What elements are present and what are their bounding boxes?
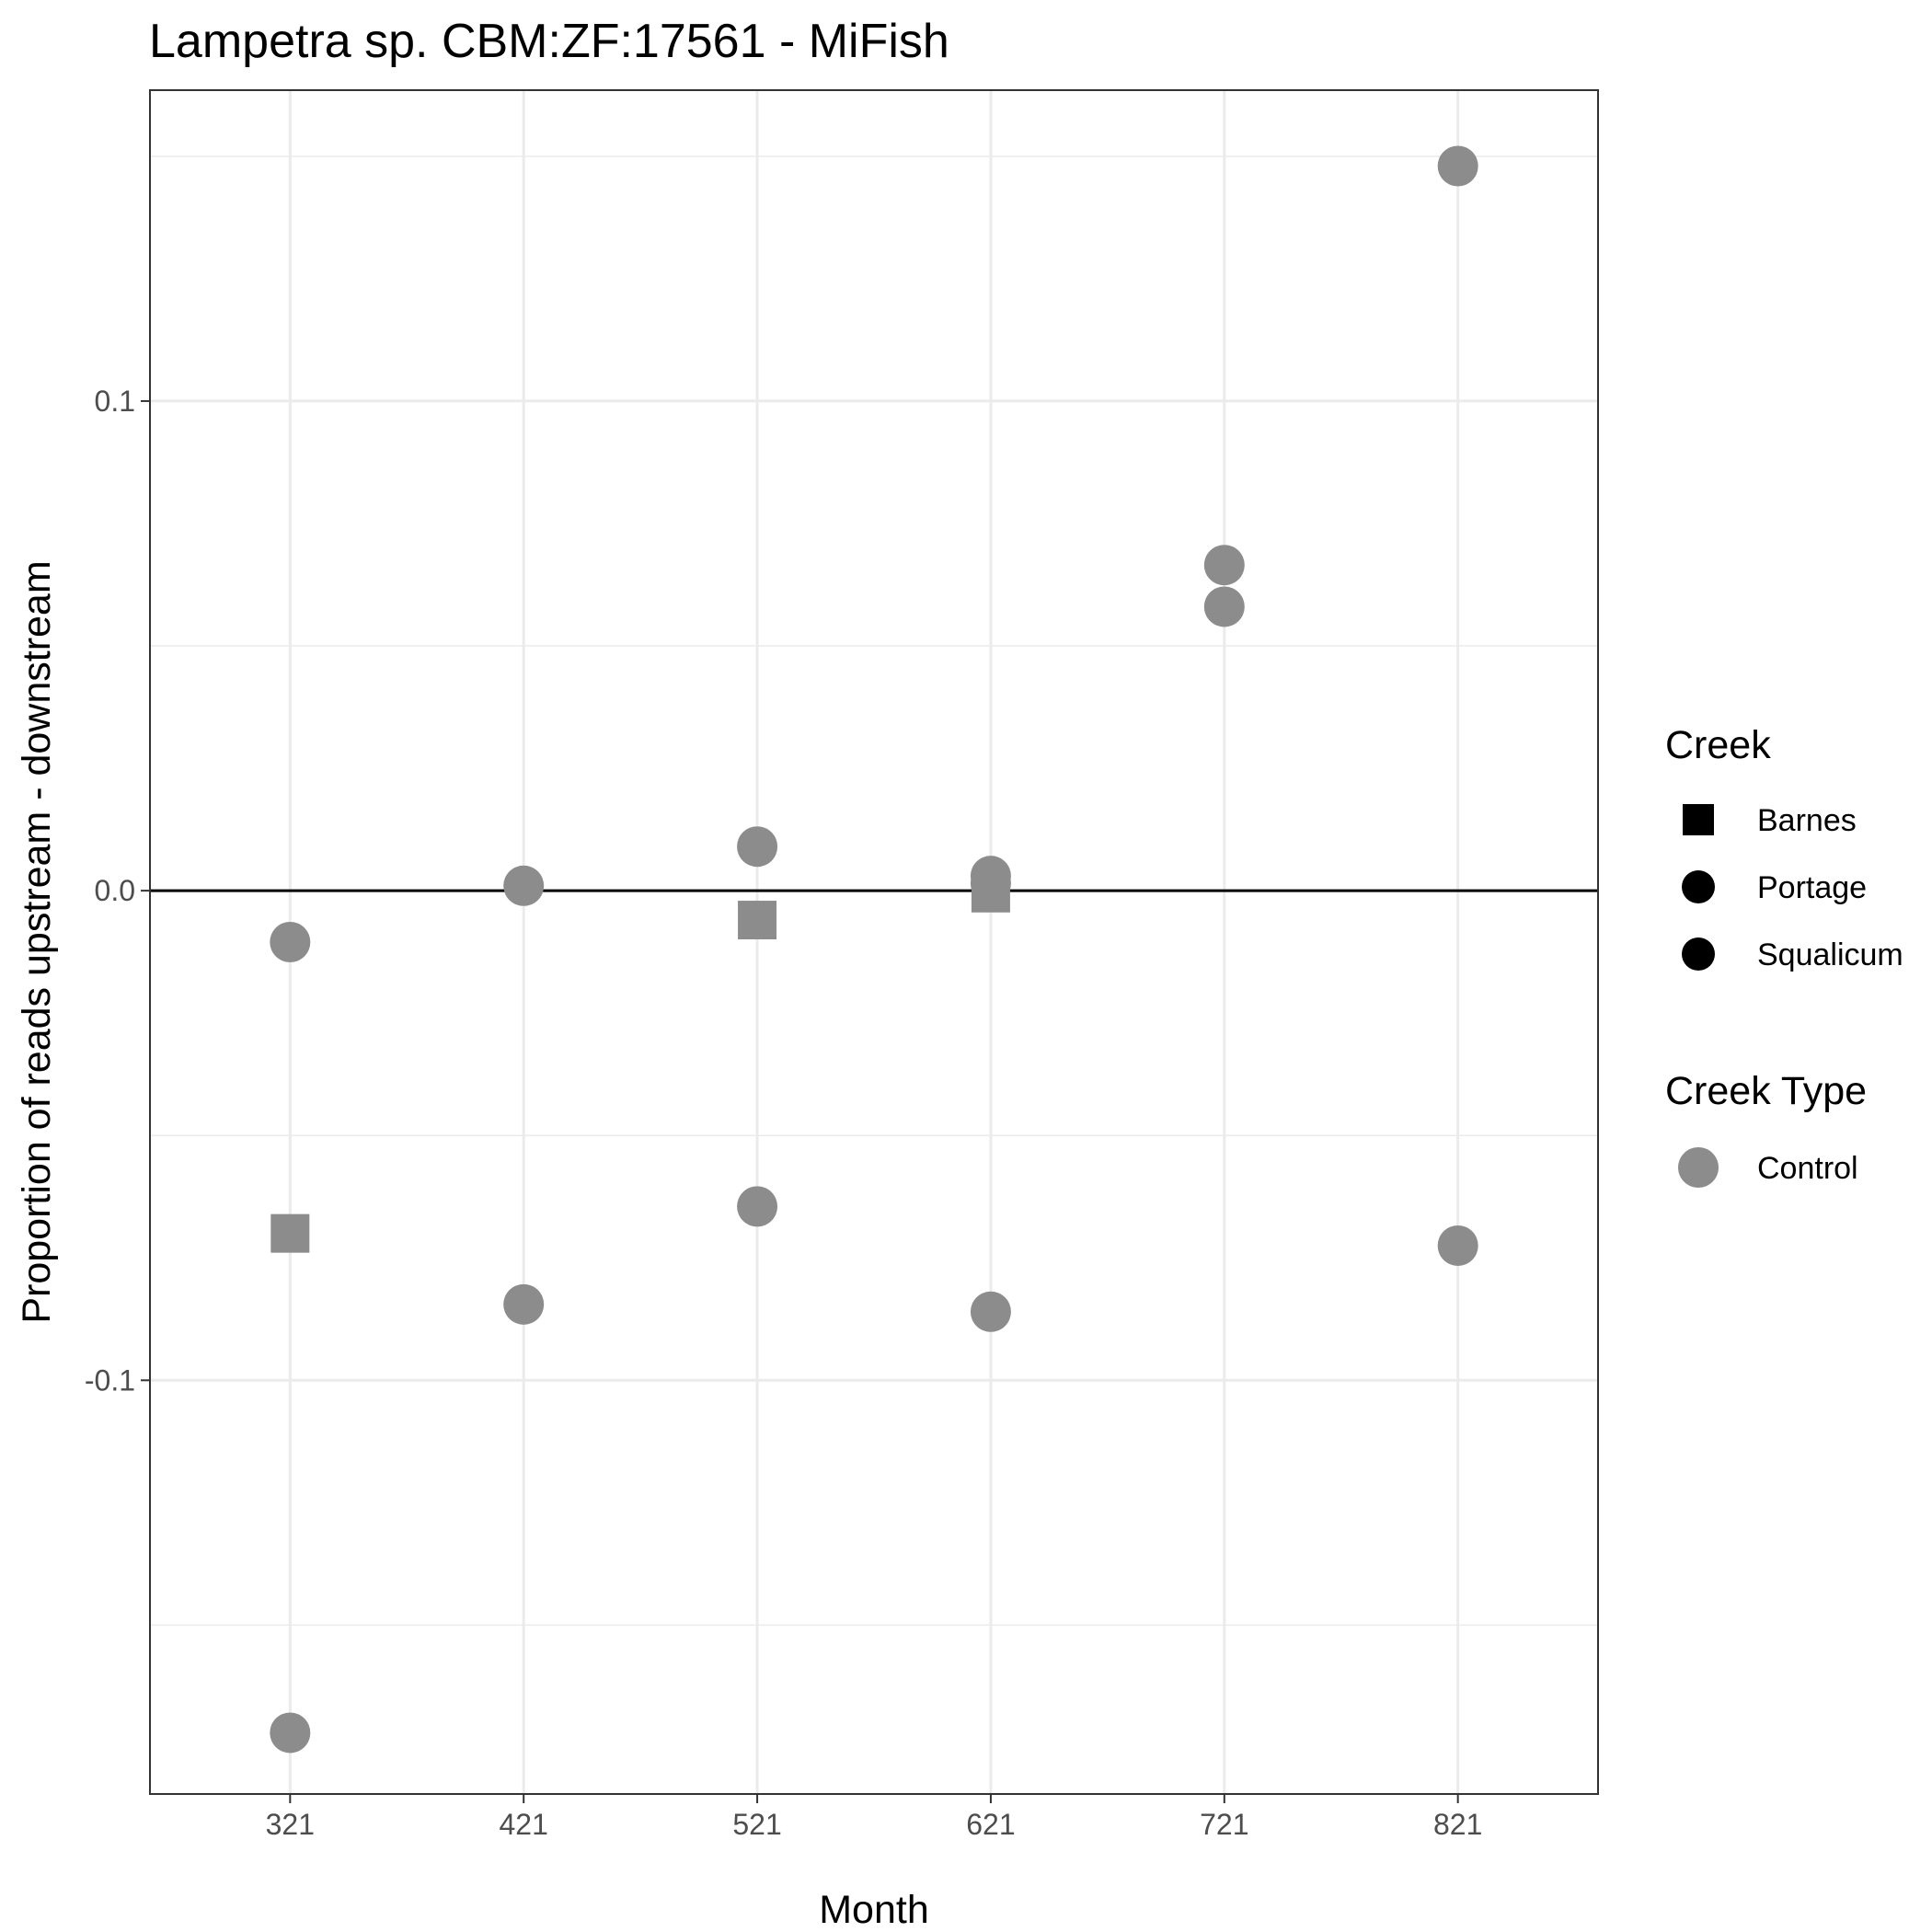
x-axis-ticks: 321 421 521 621 721 821 (266, 1794, 1482, 1841)
legend-key-square (1683, 804, 1714, 835)
data-point-circle (503, 865, 545, 906)
data-point-circle (1203, 586, 1245, 627)
data-point-circle (1437, 1225, 1478, 1266)
plot-border (149, 89, 1599, 1795)
data-point-circle (503, 1283, 545, 1325)
data-point-circle (737, 826, 778, 868)
y-axis-title: Proportion of reads upstream - downstrea… (15, 560, 59, 1323)
legend-creek-type-items: Control (1678, 1147, 1858, 1188)
data-point-circle (737, 1186, 778, 1227)
data-point-square (971, 873, 1010, 913)
major-gridlines (150, 90, 1598, 1794)
x-tick-label: 821 (1433, 1808, 1482, 1841)
x-tick-label: 421 (499, 1808, 547, 1841)
data-point-circle (270, 922, 311, 962)
y-tick-label: -0.1 (85, 1363, 135, 1397)
legend-label: Control (1757, 1151, 1858, 1186)
x-tick-label: 621 (966, 1808, 1015, 1841)
x-tick-label: 321 (266, 1808, 315, 1841)
minor-gridlines (150, 155, 1598, 1627)
data-point-circle (970, 1291, 1011, 1332)
legend-title-creek: Creek (1665, 723, 1771, 767)
y-tick-label: 0.1 (95, 385, 135, 418)
legend-label: Barnes (1757, 803, 1857, 838)
legend-title-creek-type: Creek Type (1665, 1069, 1867, 1113)
data-point-square (738, 901, 777, 940)
legend-label: Portage (1757, 870, 1867, 905)
data-point-circle (1437, 145, 1478, 187)
data-point-square (270, 1213, 310, 1253)
data-point-circle (270, 1712, 311, 1754)
legend-key-circle (1682, 870, 1715, 903)
data-point-circle (1203, 545, 1245, 586)
legend-label: Squalicum (1757, 937, 1903, 972)
x-axis-title: Month (819, 1888, 929, 1932)
x-tick-label: 721 (1200, 1808, 1248, 1841)
data-points (270, 145, 1478, 1754)
plot-panel (150, 90, 1598, 1794)
y-tick-label: 0.0 (95, 874, 135, 907)
legend-creek-items: Barnes Portage Squalicum (1682, 803, 1903, 972)
legend-key-circle (1682, 937, 1715, 971)
chart-title: Lampetra sp. CBM:ZF:17561 - MiFish (149, 15, 949, 68)
x-tick-label: 521 (732, 1808, 781, 1841)
y-axis-ticks: 0.1 0.0 -0.1 (85, 385, 150, 1397)
legend-key-circle (1678, 1147, 1719, 1188)
